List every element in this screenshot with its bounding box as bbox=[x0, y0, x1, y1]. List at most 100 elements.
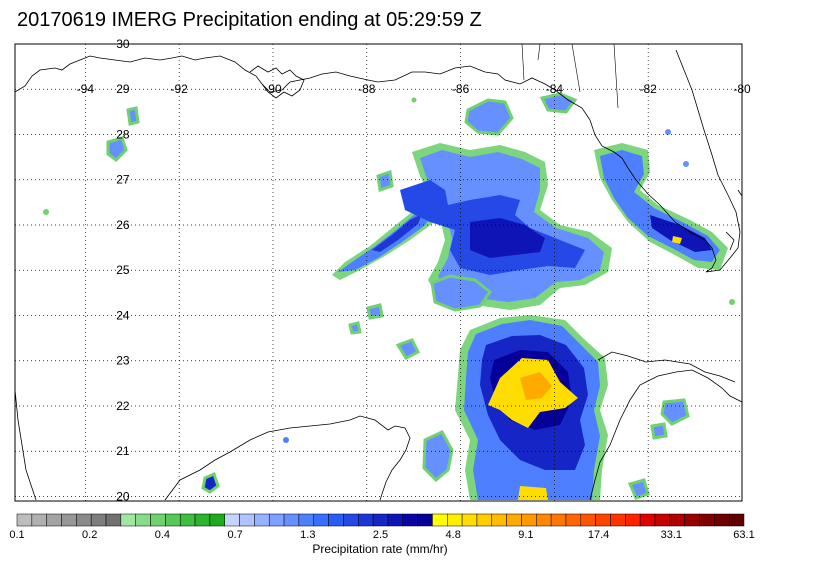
lat-tick-label-2: 28 bbox=[116, 127, 130, 141]
coastline-mississippi-delta bbox=[249, 65, 305, 99]
lon-tick-label-4: -86 bbox=[452, 82, 470, 96]
coastline-cuba bbox=[589, 369, 742, 501]
precip-dot-4 bbox=[665, 129, 671, 135]
lat-tick-label-9: 21 bbox=[116, 444, 130, 458]
colorbar-swatch-35 bbox=[536, 513, 552, 527]
colorbar-swatch-44 bbox=[669, 513, 685, 527]
colorbar-title: Precipitation rate (mm/hr) bbox=[312, 542, 448, 556]
colorbar-swatch-29 bbox=[447, 513, 463, 527]
lat-tick-label-4: 26 bbox=[116, 218, 130, 232]
colorbar-label-4: 1.3 bbox=[300, 529, 316, 541]
colorbar-swatch-39 bbox=[595, 513, 611, 527]
coastline-cuba-north bbox=[597, 351, 736, 383]
colorbar-swatch-32 bbox=[491, 513, 507, 527]
precip-florida-peak bbox=[672, 236, 682, 244]
precip-keys-cell bbox=[627, 478, 650, 500]
colorbar-swatch-7 bbox=[120, 513, 136, 527]
precip-cuba-cell-2 bbox=[650, 422, 668, 440]
lat-tick-label-5: 25 bbox=[116, 263, 130, 277]
colorbar-label-5: 2.5 bbox=[372, 529, 389, 541]
lat-tick-label-8: 22 bbox=[116, 399, 130, 413]
colorbar-label-6: 4.8 bbox=[445, 529, 461, 541]
precip-layer bbox=[43, 92, 735, 500]
map-frame bbox=[14, 43, 743, 502]
colorbar-label-10: 63.1 bbox=[733, 529, 755, 541]
colorbar-swatch-21 bbox=[328, 513, 344, 527]
colorbar-swatch-10 bbox=[165, 513, 181, 527]
colorbar-swatch-28 bbox=[432, 513, 448, 527]
colorbar-swatch-30 bbox=[461, 513, 478, 527]
colorbar-swatch-34 bbox=[521, 513, 537, 527]
precip-dot-2 bbox=[283, 437, 289, 443]
colorbar-swatch-13 bbox=[209, 513, 225, 527]
lon-tick-label-2: -90 bbox=[264, 82, 282, 96]
colorbar-swatch-0 bbox=[16, 513, 33, 527]
precip-dot-3 bbox=[683, 161, 689, 167]
colorbar-swatch-22 bbox=[343, 513, 359, 527]
precip-south-peak-center bbox=[520, 372, 552, 400]
colorbar-swatch-40 bbox=[610, 513, 626, 527]
colorbar-swatch-37 bbox=[565, 513, 582, 527]
colorbar-swatch-24 bbox=[372, 513, 389, 527]
colorbar-label-9: 33.1 bbox=[660, 529, 683, 541]
colorbar-swatch-41 bbox=[625, 513, 641, 527]
precip-texas-cell bbox=[106, 136, 128, 162]
coastline-bahamas bbox=[725, 189, 742, 251]
colorbar-swatch-47 bbox=[714, 513, 730, 527]
precip-small-cell-1 bbox=[376, 170, 394, 192]
colorbar-swatch-31 bbox=[476, 513, 493, 527]
colorbar-label-0: 0.1 bbox=[9, 529, 25, 541]
lon-tick-label-3: -88 bbox=[358, 82, 376, 96]
precip-cuba-cell bbox=[660, 398, 690, 426]
lat-tick-label-6: 24 bbox=[116, 308, 130, 322]
colorbar-swatch-33 bbox=[506, 513, 522, 527]
precip-louisiana-cell bbox=[126, 106, 140, 126]
colorbar-swatch-27 bbox=[417, 513, 433, 527]
colorbar-label-7: 9.1 bbox=[518, 529, 534, 541]
colorbar-swatch-1 bbox=[31, 513, 47, 527]
lat-tick-label-7: 23 bbox=[116, 354, 130, 368]
precip-small-cell-3 bbox=[366, 303, 384, 320]
precip-bigbend bbox=[539, 92, 578, 114]
colorbar-swatch-12 bbox=[194, 513, 211, 527]
colorbar-swatch-42 bbox=[639, 513, 656, 527]
lat-tick-label-10: 20 bbox=[116, 489, 130, 503]
border-state-lines bbox=[521, 44, 619, 109]
precip-small-cell-2 bbox=[348, 321, 362, 335]
lon-tick-label-5: -84 bbox=[546, 82, 564, 96]
colorbar-swatch-25 bbox=[387, 513, 404, 527]
gridlines bbox=[15, 44, 742, 501]
colorbar-swatch-6 bbox=[105, 513, 122, 527]
coastline-gulf-north bbox=[15, 49, 741, 273]
colorbar-swatch-45 bbox=[684, 513, 700, 527]
colorbar-swatch-36 bbox=[550, 513, 567, 527]
colorbar-swatch-20 bbox=[313, 513, 329, 527]
precip-central-west bbox=[395, 338, 421, 360]
colorbar-swatch-4 bbox=[76, 513, 92, 527]
colorbar-label-8: 17.4 bbox=[587, 529, 610, 541]
precip-dot-6 bbox=[729, 299, 735, 305]
coastline-mexico bbox=[15, 268, 411, 501]
lon-tick-label-0: -94 bbox=[77, 82, 95, 96]
colorbar-swatch-26 bbox=[402, 513, 418, 527]
colorbar-label-1: 0.2 bbox=[82, 529, 98, 541]
colorbar-swatch-46 bbox=[699, 513, 715, 527]
tick-labels: -94 -92 -90 -88 -86 -84 -82 -80 30 29 28 27 26 25 24 23… bbox=[77, 37, 751, 503]
lon-tick-label-7: -80 bbox=[733, 82, 751, 96]
colorbar-swatch-19 bbox=[298, 513, 314, 527]
lat-tick-label-1: 29 bbox=[116, 82, 130, 96]
precip-mid-gulf bbox=[430, 274, 493, 312]
colorbar-swatch-23 bbox=[357, 513, 374, 527]
precip-south-base bbox=[518, 486, 548, 500]
colorbar-label-3: 0.7 bbox=[227, 529, 243, 541]
precip-dot-5 bbox=[411, 97, 417, 103]
colorbar-swatch-15 bbox=[239, 513, 255, 527]
colorbar-swatch-9 bbox=[150, 513, 166, 527]
colorbar-swatch-8 bbox=[135, 513, 151, 527]
precip-dot-1 bbox=[43, 209, 49, 215]
precip-yucatan bbox=[422, 430, 454, 483]
colorbar-swatch-43 bbox=[654, 513, 671, 527]
lon-tick-label-1: -92 bbox=[170, 82, 188, 96]
colorbar-swatch-38 bbox=[580, 513, 596, 527]
